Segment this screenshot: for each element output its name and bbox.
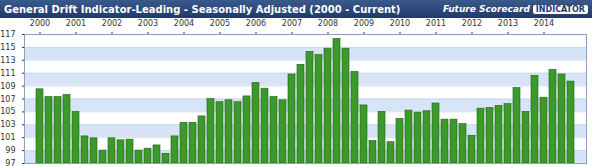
svg-text:2003: 2003	[138, 19, 158, 28]
svg-text:2014: 2014	[534, 19, 554, 28]
svg-text:2006: 2006	[246, 19, 266, 28]
svg-text:2013: 2013	[498, 19, 518, 28]
svg-text:2000: 2000	[30, 19, 50, 28]
svg-text:2011: 2011	[426, 19, 446, 28]
html-text:General Drift Indicator-Leadin: General Drift Indicator-Leading - Season…	[4, 3, 401, 15]
svg-text:105: 105	[0, 107, 15, 116]
svg-text:109: 109	[0, 82, 15, 91]
svg-text:115: 115	[0, 43, 15, 52]
svg-text:117: 117	[0, 30, 15, 39]
html-text:Future Scorecard: Future Scorecard	[442, 4, 530, 14]
svg-text:101: 101	[0, 133, 15, 142]
svg-text:99: 99	[5, 146, 15, 155]
svg-text:107: 107	[0, 95, 15, 104]
html-text:INDICATOR: INDICATOR	[535, 4, 585, 14]
svg-text:2004: 2004	[174, 19, 194, 28]
svg-text:2009: 2009	[354, 19, 374, 28]
svg-text:2008: 2008	[318, 19, 338, 28]
svg-text:103: 103	[0, 120, 15, 129]
svg-text:111: 111	[0, 69, 15, 78]
svg-text:97: 97	[5, 159, 15, 166]
svg-text:2007: 2007	[282, 19, 302, 28]
svg-text:2001: 2001	[66, 19, 86, 28]
svg-text:2010: 2010	[390, 19, 410, 28]
svg-text:113: 113	[0, 56, 15, 65]
svg-text:2005: 2005	[210, 19, 230, 28]
svg-text:2012: 2012	[462, 19, 482, 28]
svg-text:2002: 2002	[102, 19, 122, 28]
